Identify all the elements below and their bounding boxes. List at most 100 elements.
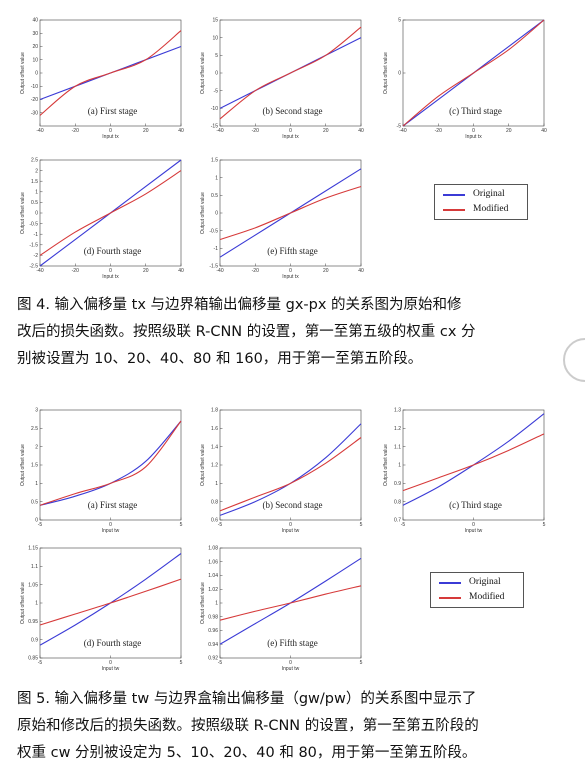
y-axis-label: Output offset value: [383, 444, 389, 486]
x-axis-label: Input tx: [282, 274, 299, 280]
y-tick-label: 1.1: [31, 564, 38, 570]
y-tick-label: 0.94: [208, 642, 218, 648]
x-tick-label: 20: [143, 128, 149, 134]
fig4-legend: Original Modified: [434, 184, 528, 220]
fig5-subplot-a: -5 0 5 0 0.5 1 1.5 2 2.5 3 Input tw Output offset v…: [12, 404, 187, 538]
fig4-caption: 图 4. 输入偏移量 tx 与边界箱输出偏移量 gx-px 的关系图为原始和修 …: [17, 292, 476, 373]
y-tick-label: -0.5: [29, 221, 38, 227]
y-tick-label: 1.02: [208, 587, 218, 593]
x-tick-label: 0: [289, 268, 292, 274]
legend-original-label: Original: [469, 577, 501, 587]
fig4-caption-line-1: 图 4. 输入偏移量 tx 与边界箱输出偏移量 gx-px 的关系图为原始和修: [17, 297, 462, 313]
x-tick-label: 0: [109, 522, 112, 528]
y-tick-label: 0.9: [31, 637, 38, 643]
y-tick-label: 0.8: [211, 499, 218, 505]
fig4-subplot-e: -40 -20 0 20 40 -1.5 -1 -0.5 0 0.5 1 1.5 Input tx Out…: [192, 154, 367, 284]
y-tick-label: 1: [35, 481, 38, 487]
y-tick-label: 1.5: [31, 179, 38, 185]
x-axis-label: Input tx: [465, 134, 482, 140]
x-axis-label: Input tx: [102, 274, 119, 280]
x-axis-label: Input tw: [282, 528, 300, 534]
y-tick-label: 1.4: [211, 444, 218, 450]
subplot-svg: -40 -20 0 20 40 -1.5 -1 -0.5 0 0.5 1 1.5 Input tx Out…: [200, 158, 364, 280]
y-tick-label: 1: [35, 601, 38, 607]
x-tick-label: 20: [143, 268, 149, 274]
y-tick-label: -10: [31, 84, 38, 90]
x-tick-label: 0: [109, 128, 112, 134]
x-tick-label: 5: [180, 522, 183, 528]
x-tick-label: 20: [323, 128, 329, 134]
y-tick-label: 15: [212, 18, 218, 24]
series-modified-line: [39, 578, 182, 626]
fig4-subplot-b: -40 -20 0 20 40 -15 -10 -5 0 5 10 15 Input tx Output …: [192, 14, 367, 144]
x-tick-label: -40: [36, 268, 43, 274]
x-tick-label: 5: [360, 522, 363, 528]
y-axis-label: Output offset value: [200, 444, 206, 486]
y-tick-label: 3: [35, 408, 38, 414]
y-tick-label: 0: [215, 71, 218, 77]
x-tick-label: 20: [506, 128, 512, 134]
subplot-caption: (e) Fifth stage: [267, 246, 317, 256]
subplot-caption: (b) Second stage: [263, 500, 323, 510]
y-tick-label: 30: [32, 31, 38, 37]
y-tick-label: 0.92: [208, 656, 218, 662]
x-tick-label: 0: [289, 128, 292, 134]
y-tick-label: 1: [215, 481, 218, 487]
y-tick-label: 1.2: [211, 463, 218, 469]
x-tick-label: 5: [360, 660, 363, 666]
y-tick-label: 0.7: [394, 518, 401, 524]
x-tick-label: 40: [358, 268, 364, 274]
fig4-subplot-a: -40 -20 0 20 40 -30 -20 -10 0 10 20 30 40 Input tx Out…: [12, 14, 187, 144]
x-tick-label: 5: [543, 522, 546, 528]
series-modified-line: [219, 437, 362, 512]
fig5-caption: 图 5. 输入偏移量 tw 与边界盒输出偏移量（gw/pw）的关系图中显示了 原…: [17, 686, 479, 767]
x-tick-label: 40: [178, 268, 184, 274]
x-tick-label: -20: [72, 268, 79, 274]
x-axis-label: Input tw: [282, 666, 300, 672]
subplot-svg: -40 -20 0 20 40 -5 0 5 Input tx Output offset val…: [383, 18, 547, 140]
series-modified-line: [402, 19, 545, 127]
series-modified-line: [39, 30, 182, 116]
x-tick-label: 20: [323, 268, 329, 274]
y-tick-label: 2: [35, 444, 38, 450]
y-tick-label: -2.5: [29, 264, 38, 270]
y-tick-label: -10: [211, 106, 218, 112]
x-axis-label: Input tw: [102, 528, 120, 534]
subplot-caption: (a) First stage: [88, 106, 138, 116]
series-modified-line: [39, 170, 182, 256]
x-tick-label: 0: [109, 268, 112, 274]
x-tick-label: 40: [541, 128, 547, 134]
y-tick-label: 1.5: [31, 463, 38, 469]
y-tick-label: 0.95: [28, 619, 38, 625]
x-tick-label: 0: [289, 660, 292, 666]
y-tick-label: 0: [35, 211, 38, 217]
fig5-subplot-b: -5 0 5 0.6 0.8 1 1.2 1.4 1.6 1.8 Input tw Output of…: [192, 404, 367, 538]
fig4-caption-line-2: 改后的损失函数。按照级联 R-CNN 的设置，第一至第五级的权重 cx 分: [17, 324, 476, 340]
x-tick-label: 5: [180, 660, 183, 666]
y-tick-label: 1: [398, 463, 401, 469]
x-tick-label: -20: [252, 128, 259, 134]
fig5-subplot-c: -5 0 5 0.7 0.8 0.9 1 1.1 1.2 1.3 Input tw Output of…: [375, 404, 550, 538]
y-tick-label: 1.6: [211, 426, 218, 432]
y-axis-label: Output offset value: [383, 52, 389, 94]
y-tick-label: 2.5: [31, 426, 38, 432]
y-tick-label: 5: [215, 53, 218, 59]
y-axis-label: Output offset value: [20, 444, 26, 486]
y-tick-label: 0: [35, 71, 38, 77]
y-tick-label: -1: [214, 246, 219, 252]
y-tick-label: 1.04: [208, 573, 218, 579]
fig5-subplot-d: -5 0 5 0.85 0.9 0.95 1 1.05 1.1 1.15 Input tw Outpu…: [12, 542, 187, 676]
y-axis-label: Output offset value: [20, 582, 26, 624]
y-tick-label: 1: [35, 190, 38, 196]
subplot-svg: -5 0 5 0.6 0.8 1 1.2 1.4 1.6 1.8 Input tw Output of…: [200, 408, 363, 534]
y-tick-label: 1.8: [211, 408, 218, 414]
x-axis-label: Input tw: [465, 528, 483, 534]
y-tick-label: 1.5: [211, 158, 218, 164]
y-tick-label: 0.8: [394, 499, 401, 505]
y-tick-label: 1.15: [28, 546, 38, 552]
fig5-caption-line-3: 权重 cw 分别被设定为 5、10、20、40 和 80，用于第一至第五阶段。: [17, 745, 477, 761]
y-tick-label: 40: [32, 18, 38, 24]
subplot-caption: (c) Third stage: [449, 500, 502, 510]
subplot-svg: -5 0 5 0.7 0.8 0.9 1 1.1 1.2 1.3 Input tw Output of…: [383, 408, 546, 534]
